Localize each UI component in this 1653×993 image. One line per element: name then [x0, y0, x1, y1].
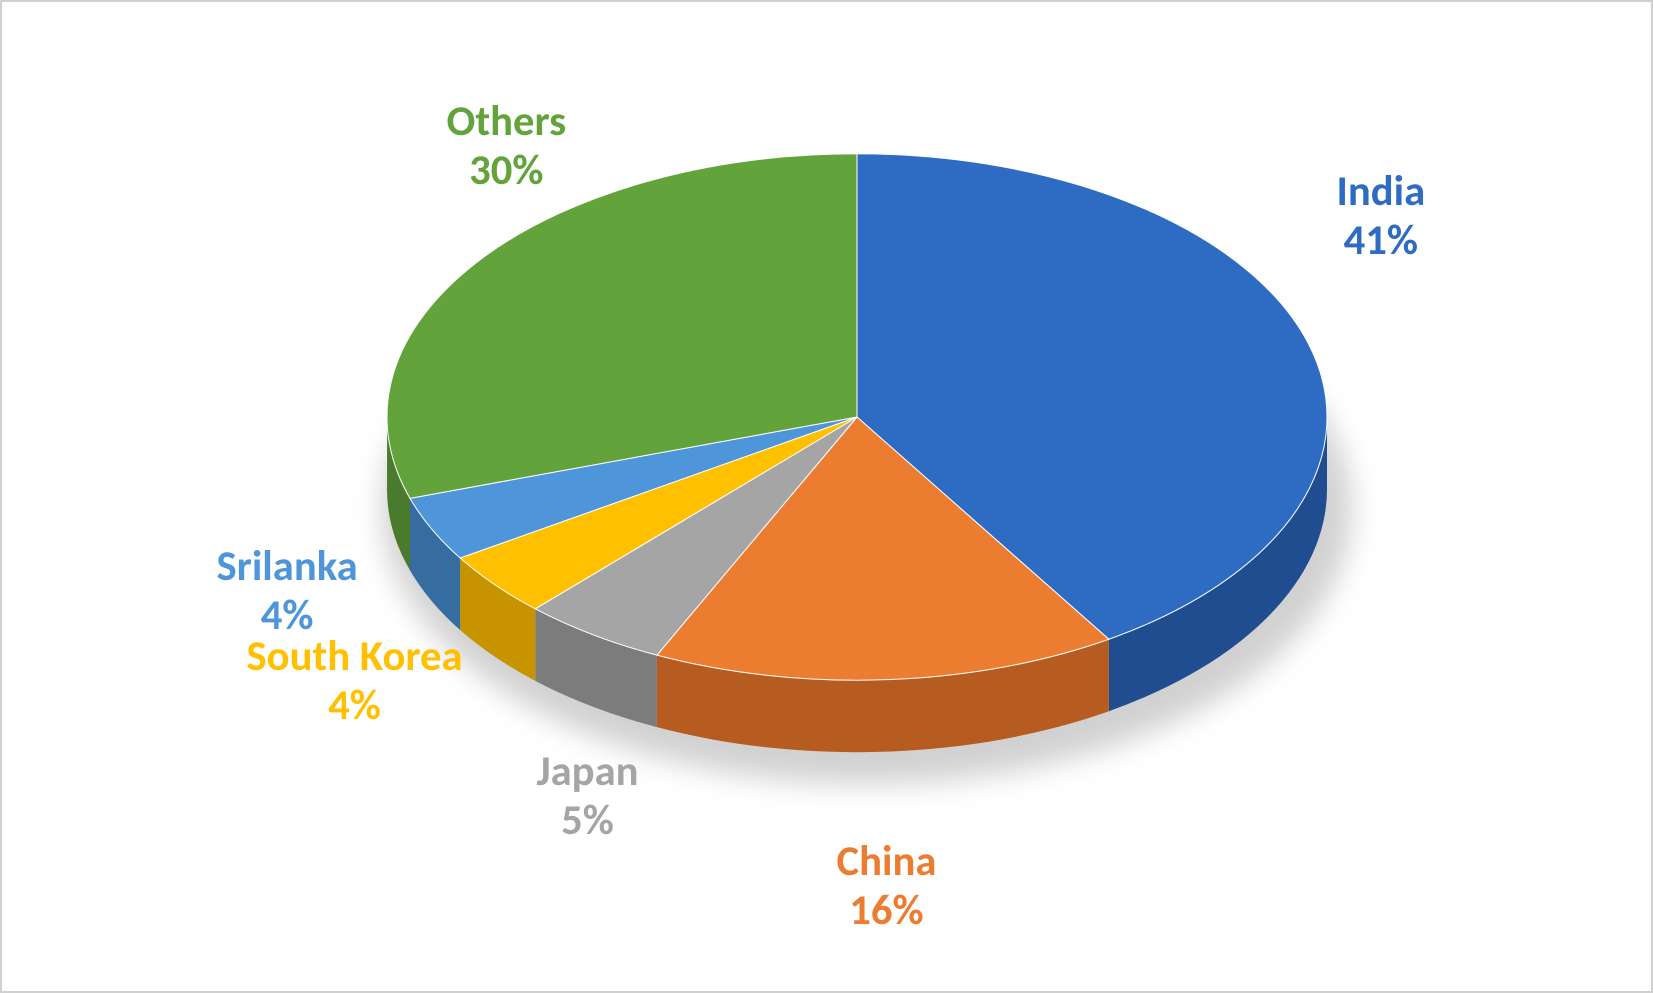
slice-label-japan: Japan5%	[537, 747, 639, 845]
slice-label-percent: 41%	[1337, 216, 1426, 265]
pie-chart: India41%China16%Japan5%South Korea4%Sril…	[77, 47, 1577, 947]
slice-label-percent: 16%	[837, 886, 937, 935]
slice-label-name: Others	[447, 97, 567, 146]
slice-label-india: India41%	[1337, 167, 1426, 265]
slice-label-name: Srilanka	[217, 542, 358, 591]
chart-frame: India41%China16%Japan5%South Korea4%Sril…	[0, 0, 1653, 993]
slice-label-percent: 4%	[247, 681, 463, 730]
slice-label-name: China	[837, 837, 937, 886]
slice-label-percent: 4%	[217, 591, 358, 640]
slice-label-south-korea: South Korea4%	[247, 632, 463, 730]
slice-label-percent: 5%	[537, 796, 639, 845]
slice-label-percent: 30%	[447, 146, 567, 195]
slice-label-others: Others30%	[447, 97, 567, 195]
slice-label-name: Japan	[537, 747, 639, 796]
slice-label-srilanka: Srilanka4%	[217, 542, 358, 640]
slice-label-name: India	[1337, 167, 1426, 216]
slice-label-china: China16%	[837, 837, 937, 935]
